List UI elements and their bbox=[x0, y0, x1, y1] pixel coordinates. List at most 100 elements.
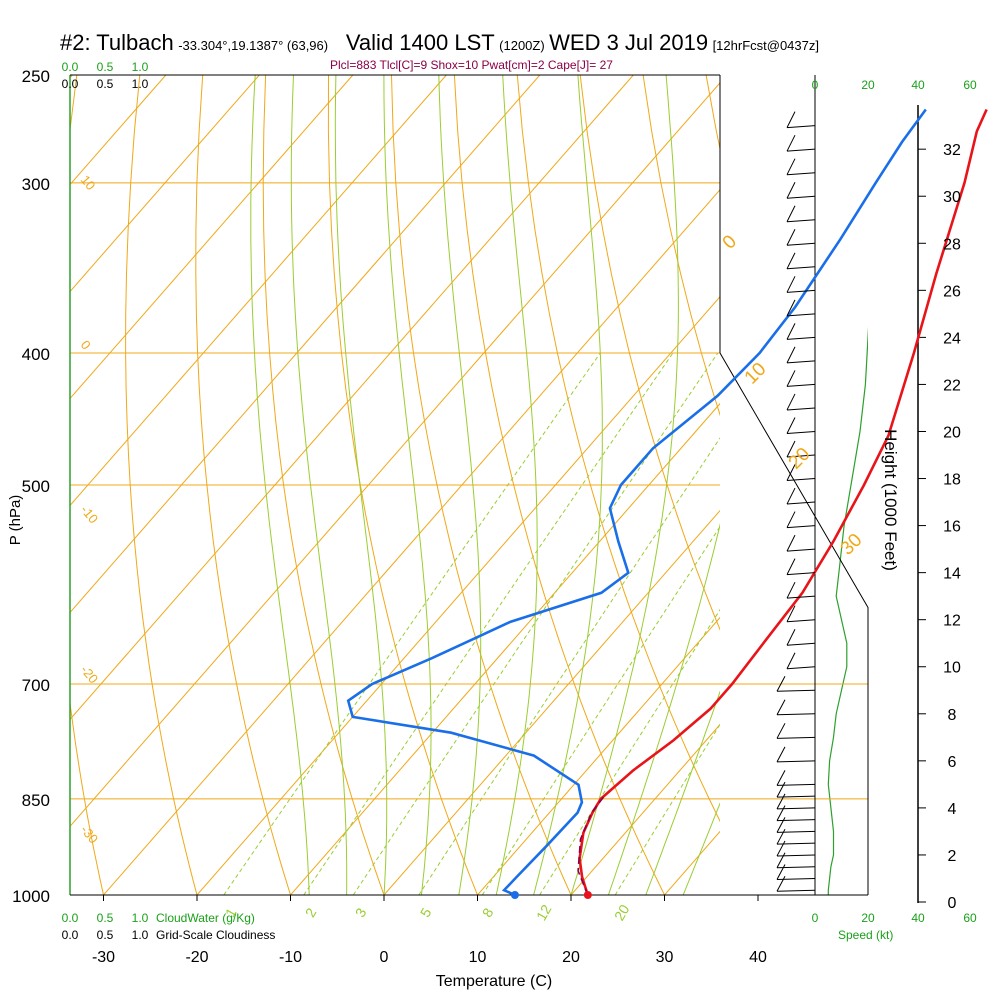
wind-barb bbox=[786, 252, 816, 270]
pressure-tick-label: 700 bbox=[22, 676, 50, 695]
wind-barb bbox=[786, 111, 816, 129]
height-tick-label: 18 bbox=[943, 472, 961, 489]
barb-flag bbox=[786, 581, 796, 599]
barb-shaft bbox=[786, 195, 816, 199]
mixing-ratio-label: 5 bbox=[417, 905, 435, 920]
height-tick-label: 2 bbox=[948, 848, 957, 865]
height-tick-label: 10 bbox=[943, 660, 961, 677]
moist-adiabat-line bbox=[645, 690, 720, 895]
forecast-info: [12hrFcst@0437z] bbox=[712, 38, 819, 53]
parcel-line bbox=[577, 794, 606, 896]
chart-title: #2: Tulbach -33.304°,19.1387° (63,96) Va… bbox=[60, 30, 819, 56]
surface-temperature-point bbox=[583, 891, 592, 899]
wind-barb bbox=[786, 628, 816, 646]
height-tick-label: 30 bbox=[943, 189, 961, 206]
pressure-tick-label: 250 bbox=[22, 67, 50, 86]
wind-barb bbox=[776, 699, 816, 716]
wind-barb bbox=[786, 299, 816, 317]
barb-shaft bbox=[786, 548, 816, 552]
barb-flag bbox=[786, 229, 796, 246]
dry-adiabat-line bbox=[70, 75, 104, 895]
barb-shaft bbox=[776, 736, 816, 739]
station-name: #2: Tulbach bbox=[60, 30, 174, 55]
frame-layer bbox=[69, 74, 926, 903]
x-tick-label: 20 bbox=[562, 949, 580, 966]
dry-adiabat-line bbox=[327, 75, 478, 895]
dry-adiabat-line bbox=[958, 75, 1000, 895]
top-black-scale-label: 0.0 bbox=[62, 77, 79, 91]
barb-flag bbox=[776, 864, 786, 880]
barb-shaft bbox=[776, 760, 816, 763]
mixing-ratio-label: 20 bbox=[611, 902, 633, 924]
height-tick-label: 0 bbox=[948, 895, 957, 912]
dry-adiabat-line bbox=[391, 75, 572, 895]
height-tick-label: 28 bbox=[943, 236, 961, 253]
y-axis-label: P (hPa) bbox=[7, 495, 24, 546]
bottom-speed-scale-label: 60 bbox=[963, 911, 977, 925]
barb-shaft bbox=[776, 795, 816, 798]
moist-adiabat-line bbox=[607, 523, 720, 895]
wind-barb bbox=[786, 182, 816, 199]
wind-barb bbox=[776, 840, 816, 857]
barb-flag bbox=[786, 605, 796, 622]
surface-dewpoint-point bbox=[510, 891, 519, 899]
barb-shaft bbox=[786, 666, 816, 670]
dry-adiabat-line bbox=[832, 75, 1000, 895]
wind-barb bbox=[786, 464, 816, 482]
wind-barb bbox=[786, 487, 816, 505]
height-tick-label: 4 bbox=[948, 801, 957, 818]
top-speed-scale-label: 0 bbox=[812, 78, 819, 92]
temperature-line bbox=[578, 108, 988, 896]
bottom-black-scale-label: 1.0 bbox=[132, 928, 149, 942]
cloudiness-label: Grid-Scale Cloudiness bbox=[156, 928, 275, 942]
wind-barb bbox=[776, 852, 816, 869]
dry-adiabat-line bbox=[516, 75, 720, 823]
wind-barb bbox=[786, 346, 816, 364]
barb-flag bbox=[786, 323, 796, 340]
wind-barb bbox=[776, 793, 816, 810]
moist-adiabat-line bbox=[533, 75, 603, 895]
dewpoint-line bbox=[346, 108, 927, 897]
wind-barb bbox=[786, 534, 816, 552]
barb-flag bbox=[786, 558, 796, 575]
barb-flag bbox=[786, 393, 796, 411]
x-axis-label: Temperature (C) bbox=[436, 973, 552, 990]
barb-shaft bbox=[786, 619, 816, 623]
barb-flag bbox=[776, 793, 786, 810]
bottom-green-scale-label: 0.0 bbox=[62, 911, 79, 925]
moist-adiabat-line bbox=[334, 75, 388, 895]
valid-time: Valid 1400 LST bbox=[345, 30, 495, 55]
wind-barb bbox=[776, 676, 816, 692]
barb-shaft bbox=[786, 501, 816, 505]
wind-barb bbox=[786, 558, 816, 576]
top-green-scale-label: 0.5 bbox=[97, 60, 114, 74]
wind-barb bbox=[786, 511, 816, 529]
barb-flag bbox=[786, 346, 796, 364]
moist-adiabat-line bbox=[383, 75, 432, 895]
wind-barb bbox=[786, 276, 816, 293]
isotherm-line bbox=[70, 75, 354, 400]
wind-line-layer bbox=[827, 326, 868, 895]
barb-flag bbox=[776, 746, 786, 763]
barb-flag bbox=[776, 828, 786, 845]
barb-shaft bbox=[786, 242, 816, 246]
top-speed-scale-label: 60 bbox=[963, 78, 977, 92]
barb-shaft bbox=[776, 889, 816, 892]
barb-shaft bbox=[786, 642, 816, 646]
barb-shaft bbox=[776, 842, 816, 845]
dry-adiabat-line bbox=[453, 75, 665, 895]
x-tick-label: 40 bbox=[749, 949, 767, 966]
wind-barb bbox=[776, 828, 816, 845]
top-green-scale-label: 1.0 bbox=[132, 60, 149, 74]
pressure-tick-label: 850 bbox=[22, 791, 50, 810]
wind-barb bbox=[786, 652, 816, 670]
top-green-scale-label: 0.0 bbox=[62, 60, 79, 74]
dry-adiabat-line bbox=[125, 75, 198, 895]
barb-flag bbox=[786, 417, 796, 434]
wind-barb bbox=[786, 134, 816, 152]
x-tick-label: 10 bbox=[469, 949, 487, 966]
barb-flag bbox=[786, 252, 796, 270]
barb-shaft bbox=[786, 595, 816, 599]
barb-flag bbox=[786, 134, 796, 152]
